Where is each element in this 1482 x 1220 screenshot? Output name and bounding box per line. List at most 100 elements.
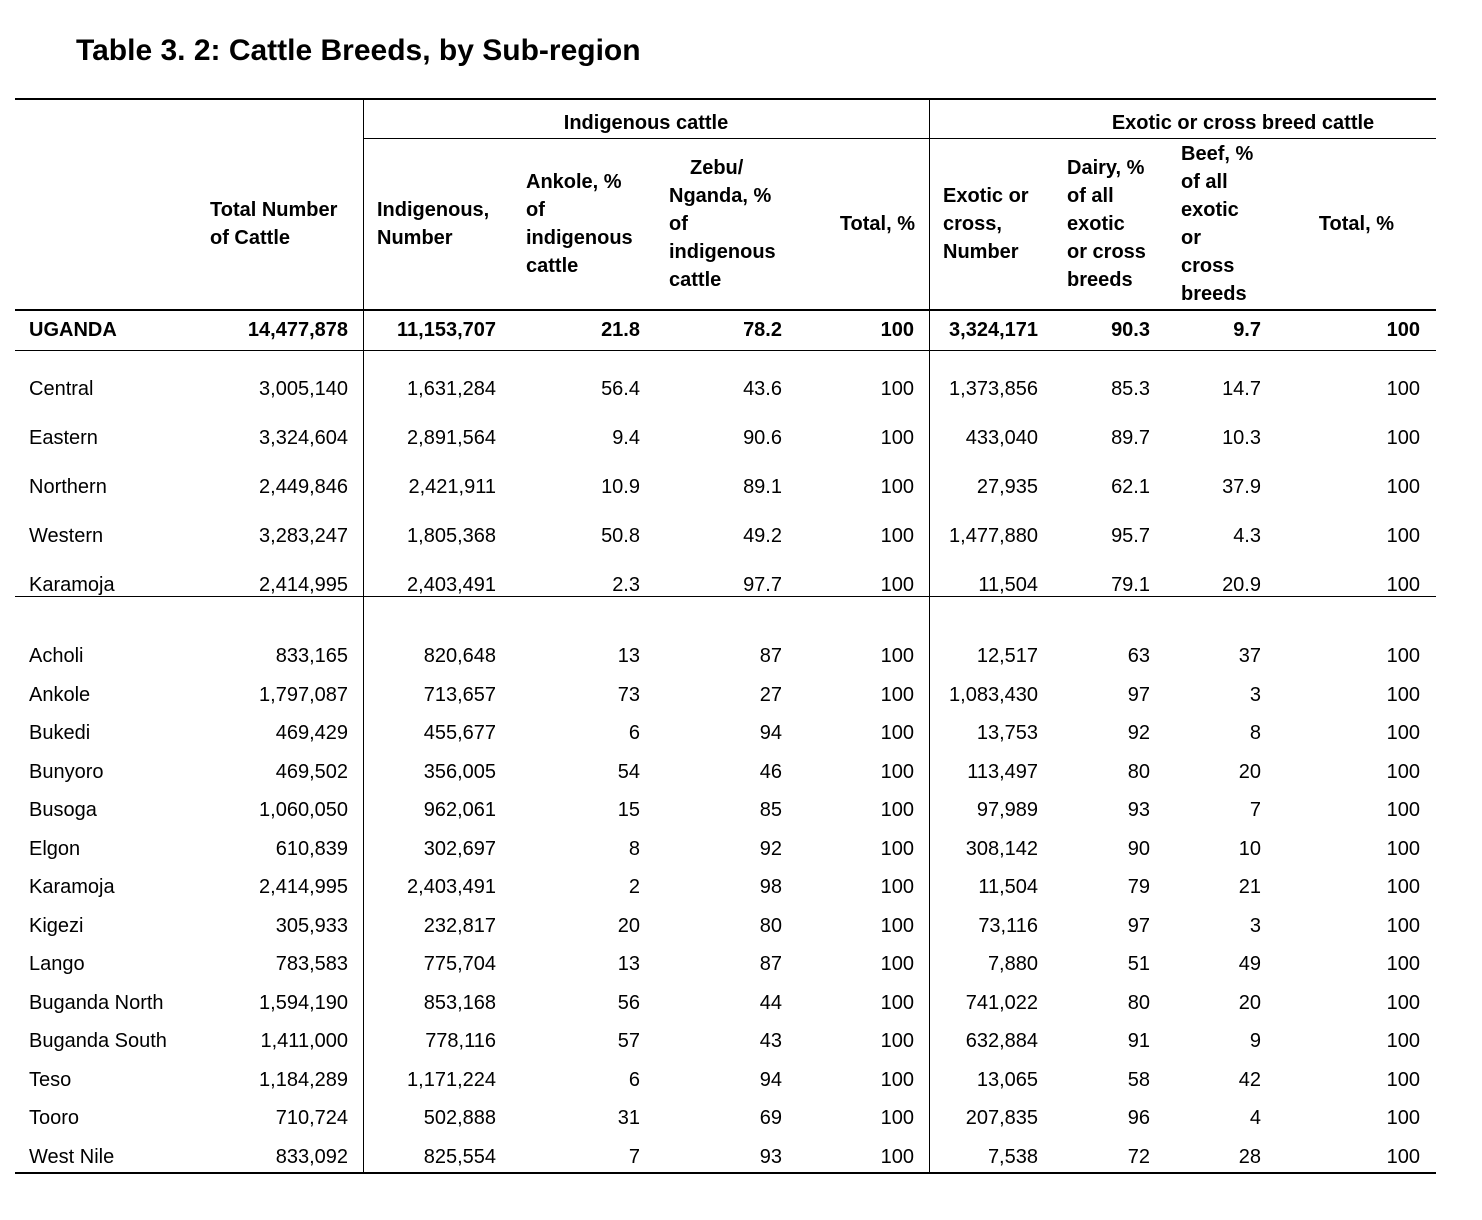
row-label: West Nile: [29, 1145, 115, 1168]
table-row: Northern 2,449,846 2,421,911 10.9 89.1 100 27,…: [0, 472, 1482, 502]
table-cell: 14.7: [1222, 378, 1261, 400]
table-row: Bunyoro 469,502 356,005 54 46 100 113,497 80 20 1…: [0, 757, 1482, 787]
table-cell: 1,171,224: [407, 1068, 496, 1091]
row-label: Karamoja: [29, 574, 115, 596]
table-cell: 8: [1249, 722, 1261, 744]
table-cell: 100: [880, 799, 914, 821]
table-cell: 610,839: [275, 837, 348, 860]
table-cell: 20: [617, 914, 640, 937]
table-cell: 3: [1249, 914, 1261, 937]
table-cell: 73,116: [978, 914, 1038, 937]
table-cell: 56.4: [601, 378, 640, 400]
table-cell: 100: [1386, 799, 1420, 821]
table-cell: 100: [1386, 574, 1420, 596]
table-cell: 95.7: [1111, 525, 1150, 547]
table-cell: 51: [1127, 953, 1150, 975]
table-cell: 100: [1386, 876, 1420, 898]
table-cell: 80: [1127, 760, 1150, 783]
table-cell: 11,504: [978, 574, 1038, 596]
national-row: UGANDA 14,477,878 11,153,707 21.8 78.2 100 3,3…: [0, 315, 1482, 345]
row-label: Kigezi: [29, 914, 84, 937]
row-label: Bunyoro: [29, 760, 104, 783]
table-cell: 1,083,430: [949, 683, 1038, 706]
table-cell: 49.2: [743, 525, 782, 547]
table-row: West Nile 833,092 825,554 7 93 100 7,538 72 28 10…: [0, 1142, 1482, 1172]
table-cell: 87: [759, 645, 782, 667]
table-cell: 302,697: [423, 837, 496, 860]
table-cell: 27,935: [976, 476, 1038, 498]
table-cell: 79.1: [1111, 574, 1150, 596]
table-row: Acholi 833,165 820,648 13 87 100 12,517 63 37 100: [0, 641, 1482, 671]
table-cell: 3,324,171: [949, 319, 1038, 341]
table-cell: 100: [1386, 1030, 1420, 1052]
table-cell: 100: [1386, 476, 1420, 498]
table-cell: 8: [628, 837, 640, 860]
table-cell: 100: [880, 876, 914, 898]
table-cell: 713,657: [423, 683, 496, 706]
table-cell: 6: [628, 1068, 640, 1091]
header-exotic-total: Total, %: [1318, 213, 1394, 235]
table-cell: 43: [759, 1030, 782, 1052]
row-label: Eastern: [29, 427, 98, 449]
header-total-number: Total Number of Cattle: [210, 199, 338, 249]
table-cell: 825,554: [423, 1145, 496, 1168]
row-label: Teso: [29, 1068, 72, 1091]
exotic-group-header: Exotic or cross breed cattle: [1111, 112, 1375, 134]
table-cell: 79: [1127, 876, 1150, 898]
table-cell: 20: [1238, 760, 1261, 783]
table-row: Buganda South 1,411,000 778,116 57 43 100 632,…: [0, 1026, 1482, 1056]
table-cell: 2,449,846: [259, 476, 348, 498]
row-label: Buganda South: [29, 1030, 167, 1052]
indigenous-group-header: Indigenous cattle: [563, 112, 729, 134]
table-cell: 710,724: [275, 1107, 348, 1129]
table-cell: 113,497: [967, 760, 1038, 783]
table-cell: 10.9: [601, 476, 640, 498]
row-label: UGANDA: [29, 319, 117, 341]
table-cell: 100: [880, 476, 914, 498]
table-cell: 100: [1386, 837, 1420, 860]
table-cell: 15: [617, 799, 640, 821]
table-cell: 89.1: [743, 476, 782, 498]
header-ankole-pct: Ankole, % of indigenous cattle: [526, 171, 633, 277]
row-label: Western: [29, 525, 104, 547]
table-cell: 4: [1249, 1107, 1261, 1129]
table-cell: 46: [759, 760, 782, 783]
table-cell: 11,153,707: [397, 319, 496, 341]
header-zebu-pct: Zebu/ Nganda, % of indigenous cattle: [669, 157, 776, 291]
header-indigenous-total: Total, %: [839, 213, 915, 235]
row-label: Tooro: [29, 1107, 80, 1129]
table-cell: 37.9: [1222, 476, 1261, 498]
table-cell: 100: [1386, 1068, 1420, 1091]
table-cell: 100: [1386, 319, 1420, 341]
table-cell: 1,594,190: [259, 991, 348, 1014]
table-cell: 100: [1386, 645, 1420, 667]
header-bottom-rule: [15, 309, 1436, 311]
table-cell: 783,583: [275, 953, 348, 975]
table-cell: 4.3: [1233, 525, 1261, 547]
table-cell: 10.3: [1222, 427, 1261, 449]
table-cell: 94: [759, 722, 782, 744]
table-row: Ankole 1,797,087 713,657 73 27 100 1,083,430 97…: [0, 680, 1482, 710]
table-cell: 433,040: [965, 427, 1038, 449]
table-cell: 100: [880, 574, 914, 596]
table-cell: 13: [617, 645, 640, 667]
table-cell: 91: [1127, 1030, 1150, 1052]
table-cell: 6: [628, 722, 640, 744]
table-cell: 100: [1386, 1107, 1420, 1129]
row-label: Northern: [29, 476, 107, 498]
table-cell: 100: [1386, 953, 1420, 975]
table-cell: 58: [1127, 1068, 1150, 1091]
table-cell: 3: [1249, 683, 1261, 706]
regions-bottom-rule: [15, 596, 1436, 597]
table-cell: 1,805,368: [407, 525, 496, 547]
table-cell: 21.8: [601, 319, 640, 341]
table-cell: 43.6: [743, 378, 782, 400]
table-cell: 3,005,140: [259, 378, 348, 400]
table-cell: 100: [880, 837, 914, 860]
header-dairy-pct: Dairy, % of all exotic or cross breeds: [1067, 157, 1146, 291]
table-cell: 1,477,880: [949, 525, 1038, 547]
table-cell: 833,165: [275, 645, 348, 667]
table-cell: 97: [1127, 683, 1150, 706]
table-cell: 90.3: [1111, 319, 1150, 341]
